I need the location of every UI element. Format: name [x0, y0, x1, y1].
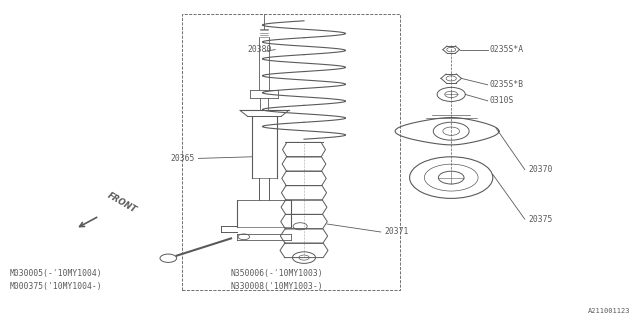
Text: M000375('10MY1004-): M000375('10MY1004-)	[10, 282, 102, 291]
Text: M030005(-'10MY1004): M030005(-'10MY1004)	[10, 269, 102, 278]
Text: FRONT: FRONT	[106, 190, 138, 214]
Text: 20370: 20370	[528, 165, 552, 174]
Text: 20365: 20365	[171, 154, 195, 163]
Text: N350006(-'10MY1003): N350006(-'10MY1003)	[230, 269, 323, 278]
Text: 20375: 20375	[528, 215, 552, 224]
Text: 20380: 20380	[248, 45, 272, 54]
Text: 0310S: 0310S	[490, 96, 514, 105]
Text: 20371: 20371	[384, 228, 408, 236]
Text: A211001123: A211001123	[588, 308, 630, 314]
Text: 0235S*A: 0235S*A	[490, 45, 524, 54]
Text: N330008('10MY1003-): N330008('10MY1003-)	[230, 282, 323, 291]
Text: 0235S*B: 0235S*B	[490, 80, 524, 89]
